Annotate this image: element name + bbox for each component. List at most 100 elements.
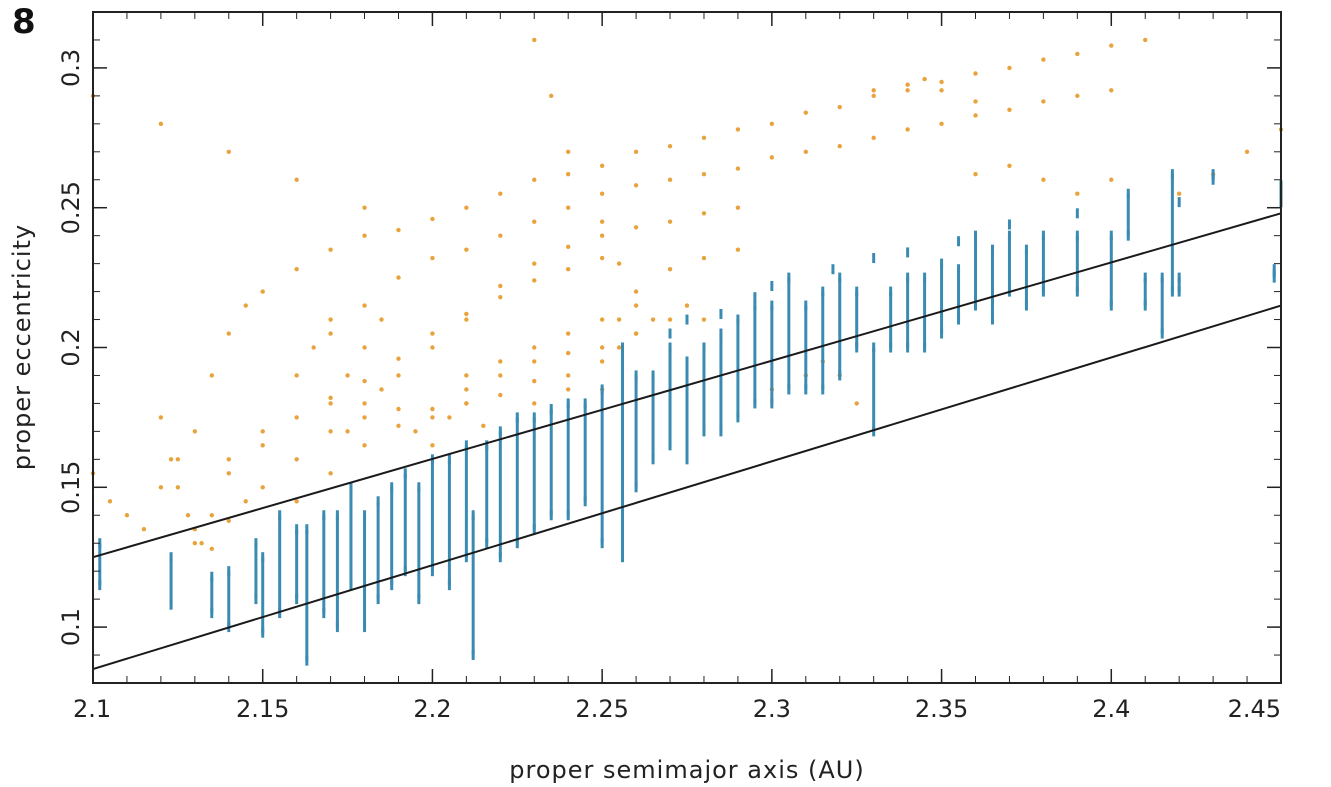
data-point-orange-82 — [328, 471, 333, 476]
data-point-orange-111 — [599, 345, 605, 350]
data-point-orange-49 — [566, 205, 571, 210]
data-point-orange-64 — [1075, 93, 1080, 99]
data-point-orange-51 — [633, 183, 639, 188]
data-point-orange-26 — [803, 110, 808, 115]
data-point-orange-137 — [199, 541, 204, 546]
data-point-orange-36 — [1143, 37, 1148, 43]
data-point-orange-1 — [107, 499, 113, 504]
data-point-orange-70 — [396, 373, 401, 378]
data-point-orange-90 — [599, 317, 605, 322]
data-point-orange-166 — [667, 317, 673, 322]
x-tick-label-7: 2.45 — [1228, 695, 1281, 723]
data-point-orange-40 — [260, 429, 265, 434]
data-point-orange-73 — [498, 283, 503, 289]
data-point-orange-8 — [226, 331, 231, 336]
data-point-orange-101 — [430, 331, 435, 336]
data-point-blue-136 — [872, 253, 876, 264]
data-point-orange-63 — [1041, 99, 1046, 104]
data-point-orange-128 — [362, 415, 367, 420]
data-point-orange-97 — [294, 415, 299, 420]
data-point-orange-76 — [599, 233, 605, 238]
y-tick-label-0: 0.1 — [57, 608, 85, 646]
data-point-blue-139 — [1007, 219, 1011, 230]
data-point-orange-177 — [532, 401, 537, 406]
data-point-orange-145 — [311, 345, 316, 350]
data-point-orange-174 — [616, 317, 622, 322]
x-tick-label-3: 2.25 — [575, 695, 628, 723]
x-tick-label-6: 2.4 — [1092, 695, 1130, 723]
data-point-orange-19 — [566, 171, 571, 177]
data-point-orange-37 — [192, 541, 198, 546]
data-point-orange-79 — [701, 211, 707, 216]
data-point-orange-134 — [464, 401, 469, 406]
data-point-orange-15 — [430, 216, 435, 222]
data-point-orange-176 — [566, 387, 571, 392]
data-point-orange-74 — [532, 261, 537, 266]
data-point-orange-42 — [328, 331, 333, 336]
data-point-orange-28 — [871, 93, 876, 99]
data-point-orange-52 — [667, 177, 673, 182]
reference-line-1 — [92, 212, 1282, 559]
data-point-orange-146 — [328, 317, 333, 322]
data-point-orange-117 — [566, 373, 571, 378]
data-point-orange-135 — [481, 423, 486, 428]
data-point-orange-60 — [939, 121, 944, 127]
data-point-orange-96 — [260, 443, 265, 448]
data-point-orange-61 — [973, 113, 978, 118]
data-point-orange-173 — [854, 401, 859, 406]
data-point-orange-41 — [294, 373, 299, 378]
data-point-orange-32 — [1007, 65, 1012, 71]
plot-frame — [92, 11, 1282, 684]
data-point-orange-91 — [633, 289, 639, 294]
data-point-orange-3 — [141, 527, 147, 532]
data-point-orange-140 — [243, 499, 248, 504]
data-point-orange-67 — [294, 457, 299, 462]
data-point-orange-81 — [294, 499, 299, 504]
data-point-orange-102 — [464, 311, 469, 317]
data-point-blue-137 — [906, 247, 910, 258]
data-point-orange-158 — [1075, 191, 1080, 196]
x-tick-label-4: 2.3 — [753, 695, 791, 723]
data-point-orange-66 — [260, 485, 265, 490]
data-point-orange-155 — [973, 171, 978, 177]
x-tick-label-5: 2.35 — [915, 695, 968, 723]
reference-line-2 — [92, 304, 1282, 670]
data-point-orange-182 — [362, 205, 367, 210]
data-point-orange-95 — [226, 457, 231, 462]
y-tick-label-2: 0.2 — [57, 328, 85, 366]
data-point-orange-47 — [498, 233, 503, 238]
y-tick-label-4: 0.3 — [57, 49, 85, 87]
data-point-orange-141 — [158, 415, 164, 420]
data-point-orange-43 — [362, 303, 367, 308]
data-point-orange-50 — [599, 191, 605, 196]
data-point-orange-48 — [532, 219, 537, 224]
data-point-orange-143 — [175, 485, 181, 490]
data-point-orange-149 — [379, 317, 384, 322]
y-axis-title: proper eccentricity — [8, 224, 36, 470]
x-axis-title: proper semimajor axis (AU) — [509, 756, 864, 784]
axis-ticks: 2.1 2.15 2.2 2.25 2.3 2.35 2.4 2.45 0.1 0.15 0.2 0.… — [57, 11, 1282, 723]
data-point-orange-122 — [599, 219, 605, 224]
data-point-orange-132 — [430, 443, 435, 448]
data-point-orange-125 — [532, 37, 537, 43]
data-point-orange-35 — [1109, 43, 1114, 48]
data-point-orange-72 — [464, 317, 469, 322]
data-point-orange-7 — [209, 373, 214, 378]
data-point-orange-121 — [616, 261, 622, 266]
data-point-orange-144 — [185, 513, 191, 518]
data-point-orange-46 — [464, 247, 469, 252]
data-point-orange-168 — [701, 317, 707, 322]
data-point-orange-94 — [735, 247, 741, 252]
data-point-orange-175 — [599, 359, 605, 364]
y-tick-label-1: 0.15 — [57, 461, 85, 514]
data-point-orange-120 — [633, 303, 639, 308]
data-point-orange-99 — [362, 378, 367, 384]
series-orange — [90, 37, 1284, 551]
data-point-orange-16 — [464, 205, 469, 210]
data-point-orange-162 — [1244, 149, 1250, 154]
data-point-orange-59 — [905, 127, 910, 132]
data-point-orange-123 — [566, 149, 571, 154]
x-tick-label-2: 2.2 — [413, 695, 451, 723]
data-point-orange-119 — [616, 345, 622, 350]
